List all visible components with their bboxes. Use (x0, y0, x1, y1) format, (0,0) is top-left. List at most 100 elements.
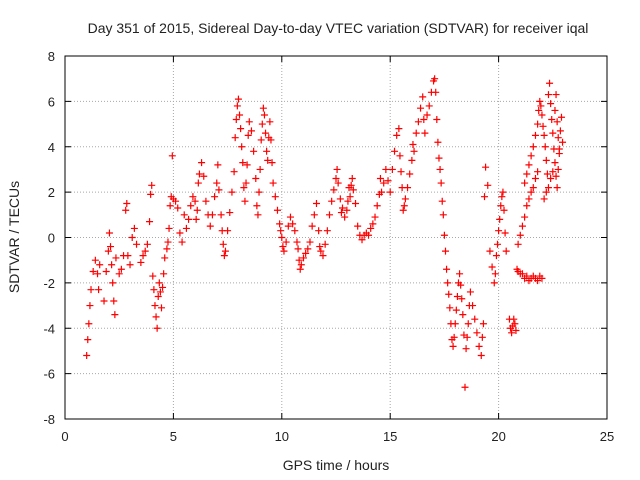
data-point (527, 188, 535, 196)
y-tick-label: -4 (43, 321, 55, 336)
data-point (193, 206, 201, 214)
data-point (490, 279, 498, 287)
data-point (344, 197, 352, 205)
data-point (510, 315, 518, 323)
data-point (395, 125, 403, 133)
data-point (516, 231, 524, 239)
data-point (146, 218, 154, 226)
data-point (401, 195, 409, 203)
data-point (559, 138, 567, 146)
data-point (153, 324, 161, 332)
data-point (278, 234, 286, 241)
data-point (312, 199, 320, 207)
data-point (228, 188, 236, 196)
data-point (319, 252, 327, 260)
data-point (244, 131, 252, 139)
data-point (176, 229, 184, 237)
data-point (253, 202, 261, 210)
data-point (194, 179, 202, 187)
x-tick-label: 25 (600, 429, 614, 444)
data-point (414, 118, 422, 126)
data-point (473, 329, 481, 337)
data-point (337, 209, 345, 217)
data-point (435, 154, 443, 162)
data-point (254, 211, 262, 219)
data-point (536, 97, 544, 105)
data-point (540, 195, 548, 203)
data-point (463, 333, 471, 341)
data-point (108, 261, 116, 269)
data-point (259, 104, 267, 112)
data-point (192, 215, 200, 223)
data-point (279, 243, 287, 251)
data-point (554, 134, 562, 142)
data-point (295, 256, 303, 264)
data-point (446, 304, 454, 312)
data-point (325, 211, 333, 219)
data-point (321, 240, 329, 248)
data-point (241, 197, 249, 205)
data-point (289, 220, 297, 228)
data-point (393, 131, 401, 139)
y-tick-label: 4 (48, 140, 55, 155)
data-point (391, 147, 399, 155)
data-point (347, 181, 355, 189)
data-point (557, 113, 565, 121)
data-point (469, 302, 477, 310)
data-point (443, 265, 451, 273)
data-point (514, 240, 522, 248)
data-point (471, 315, 479, 323)
data-point (458, 295, 466, 303)
data-point (296, 265, 304, 273)
data-point (96, 261, 104, 269)
data-point (107, 243, 115, 251)
data-point (521, 179, 529, 187)
data-point (174, 204, 182, 212)
data-point (306, 238, 314, 246)
data-point (333, 165, 341, 173)
data-point (459, 311, 467, 319)
data-point (128, 234, 136, 241)
data-point (492, 252, 500, 260)
data-point (547, 100, 555, 108)
data-point (163, 245, 171, 253)
data-point (554, 165, 562, 173)
data-point (185, 215, 193, 223)
data-point (115, 270, 123, 278)
data-point (542, 188, 550, 196)
data-point (94, 270, 102, 278)
data-point (182, 224, 190, 232)
data-point (523, 272, 531, 280)
data-point (452, 306, 460, 314)
data-point (109, 279, 117, 287)
data-point (450, 333, 458, 341)
data-point (206, 222, 214, 230)
y-axis-ticks: -8 -6 -4 -2 0 2 4 6 8 (43, 49, 607, 427)
data-point (221, 247, 229, 255)
data-point (271, 193, 279, 201)
data-point (551, 106, 559, 114)
data-point (100, 297, 108, 305)
data-point (525, 195, 533, 203)
data-point (496, 215, 504, 223)
data-point (556, 127, 564, 135)
data-point (215, 186, 223, 194)
data-point (286, 213, 294, 221)
data-point (334, 179, 342, 187)
data-point (147, 190, 155, 198)
data-point (220, 252, 228, 260)
data-point (425, 102, 433, 110)
data-point (161, 254, 169, 262)
data-point (159, 283, 167, 291)
data-point (531, 131, 539, 139)
data-point (548, 116, 556, 124)
data-point (336, 195, 344, 203)
x-axis-label: GPS time / hours (283, 457, 390, 473)
data-point (432, 88, 440, 96)
data-point (521, 213, 529, 221)
data-point (240, 184, 248, 192)
data-point (484, 181, 492, 189)
data-point (172, 197, 180, 205)
data-point (400, 202, 408, 210)
data-point (546, 79, 554, 87)
